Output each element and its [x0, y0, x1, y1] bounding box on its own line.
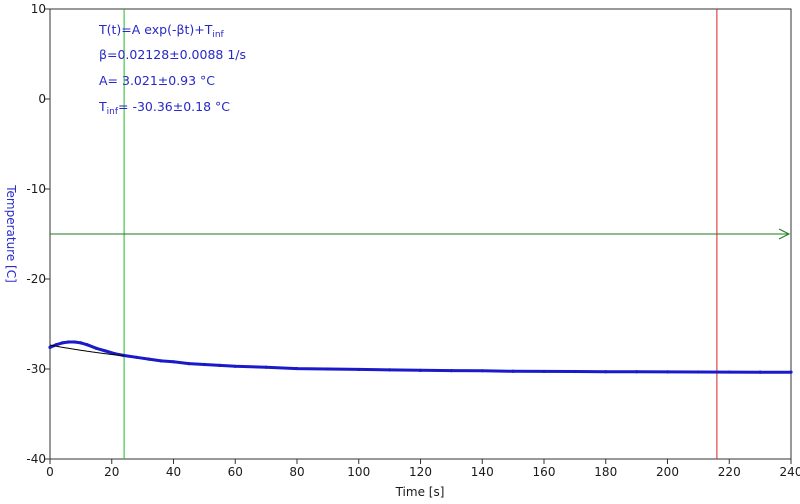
fit-tinf-main: T: [98, 99, 107, 114]
fit-tinf-sub: inf: [107, 107, 119, 117]
x-tick-label: 0: [46, 465, 54, 479]
threshold-arrow-icon[interactable]: [778, 228, 791, 240]
data-point: [66, 340, 71, 344]
data-point: [295, 366, 299, 371]
data-point: [159, 359, 163, 363]
y-tick-label: -20: [26, 272, 46, 286]
data-point: [79, 341, 83, 345]
x-axis-label: Time [s]: [395, 485, 445, 499]
measured-line: [49, 340, 791, 374]
fit-tinf-rest: = -30.36±0.18 °C: [118, 99, 230, 114]
data-point: [357, 367, 361, 372]
y-tick-label: 0: [38, 92, 46, 106]
data-point: [202, 362, 206, 367]
data-point: [542, 369, 546, 374]
fit-amplitude: A= 3.021±0.93 °C: [99, 73, 215, 88]
data-point: [147, 357, 151, 361]
x-tick-label: 60: [228, 465, 243, 479]
x-tick-label: 120: [409, 465, 432, 479]
data-point: [326, 367, 330, 371]
data-point: [480, 369, 484, 373]
data-point: [418, 368, 423, 372]
data-point: [264, 365, 268, 369]
fit-formula-sub: inf: [212, 30, 224, 40]
x-tick-label: 80: [289, 465, 304, 479]
y-tick-label: -30: [26, 362, 46, 376]
data-point: [48, 345, 52, 349]
data-point: [696, 370, 700, 374]
y-axis-label: Temperature [C]: [4, 184, 18, 283]
data-point: [789, 370, 793, 374]
data-point: [449, 369, 453, 373]
data-point: [54, 343, 58, 347]
data-point: [573, 369, 577, 374]
data-point: [233, 364, 237, 368]
x-tick-label: 160: [533, 465, 556, 479]
data-point: [73, 340, 77, 344]
fit-beta: β=0.02128±0.0088 1/s: [99, 47, 246, 62]
fit-formula-main: T(t)=A exp(-βt)+T: [98, 22, 213, 37]
data-point: [94, 346, 98, 350]
x-tick-label: 140: [471, 465, 494, 479]
x-tick-label: 180: [594, 465, 617, 479]
y-tick-label: -40: [26, 452, 46, 466]
data-point: [665, 370, 670, 374]
data-point: [218, 363, 222, 367]
x-tick-label: 220: [718, 465, 741, 479]
x-tick-label: 40: [166, 465, 181, 479]
data-point: [171, 360, 176, 364]
x-axis-ticks: 0 20 40 60 80 100 120 140 160 180 200 220 240: [46, 459, 800, 479]
data-point: [187, 362, 191, 366]
data-point: [85, 343, 89, 347]
measured-series: [48, 340, 793, 374]
data-point: [758, 370, 762, 374]
data-point: [727, 370, 731, 374]
x-tick-label: 20: [104, 465, 119, 479]
data-point: [635, 370, 639, 374]
fit-formula: T(t)=A exp(-βt)+Tinf: [98, 22, 225, 40]
y-axis-ticks: 10 0 -10 -20 -30 -40: [26, 2, 50, 466]
fit-tinf: Tinf= -30.36±0.18 °C: [98, 99, 230, 117]
data-point: [60, 341, 64, 345]
x-tick-label: 100: [347, 465, 370, 479]
data-point: [604, 370, 608, 374]
data-point: [103, 349, 108, 353]
x-tick-label: 200: [656, 465, 679, 479]
y-tick-label: 10: [31, 2, 46, 16]
data-point: [388, 368, 392, 372]
fit-curve: [49, 344, 125, 357]
data-point: [511, 369, 515, 373]
x-tick-label: 240: [780, 465, 800, 479]
y-tick-label: -10: [26, 182, 46, 196]
data-point: [134, 355, 139, 359]
